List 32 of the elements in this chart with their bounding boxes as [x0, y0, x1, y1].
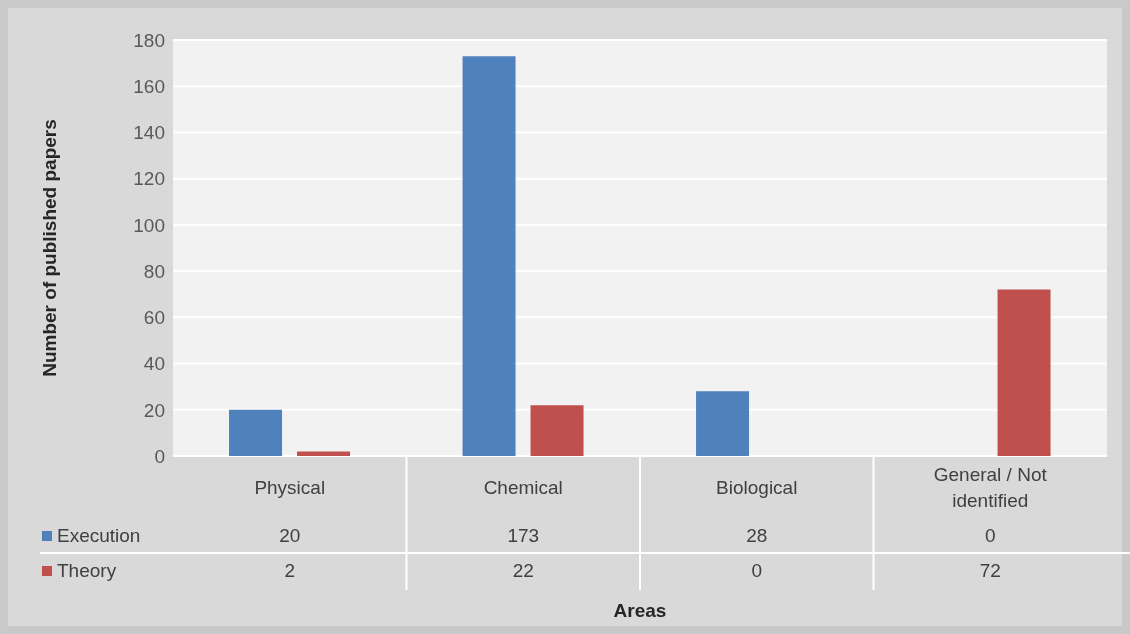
legend-label: Execution [57, 525, 141, 547]
bar [997, 289, 1051, 456]
data-label: 22 [511, 559, 535, 583]
x-tick-label: Physical [253, 476, 327, 500]
bar [530, 405, 584, 456]
data-label: 2 [283, 559, 297, 583]
y-tick-label: 120 [133, 168, 165, 190]
y-tick-label: 0 [154, 445, 165, 467]
x-tick-label: Chemical [482, 476, 564, 500]
bar [696, 391, 750, 456]
bar [229, 409, 283, 456]
y-axis-title: Number of published papers [38, 119, 60, 377]
x-axis-title: Areas [612, 600, 668, 622]
bar [462, 56, 516, 456]
y-tick-label: 160 [133, 75, 165, 97]
data-label: 72 [978, 559, 1002, 583]
legend-label: Theory [57, 560, 117, 582]
y-tick-label: 40 [143, 353, 165, 375]
bar [297, 451, 351, 456]
data-label: 28 [745, 524, 769, 548]
x-tick-label: General / Not identified [932, 463, 1048, 513]
data-label: 20 [278, 524, 302, 548]
data-label: 0 [750, 559, 764, 583]
y-tick-label: 100 [133, 214, 165, 236]
y-tick-label: 80 [143, 260, 165, 282]
x-tick-label: Biological [715, 476, 799, 500]
data-label: 173 [506, 524, 541, 548]
y-tick-label: 20 [143, 399, 165, 421]
data-label: 0 [983, 524, 997, 548]
y-tick-label: 60 [143, 307, 165, 329]
y-tick-label: 180 [133, 29, 165, 51]
y-tick-label: 140 [133, 122, 165, 144]
